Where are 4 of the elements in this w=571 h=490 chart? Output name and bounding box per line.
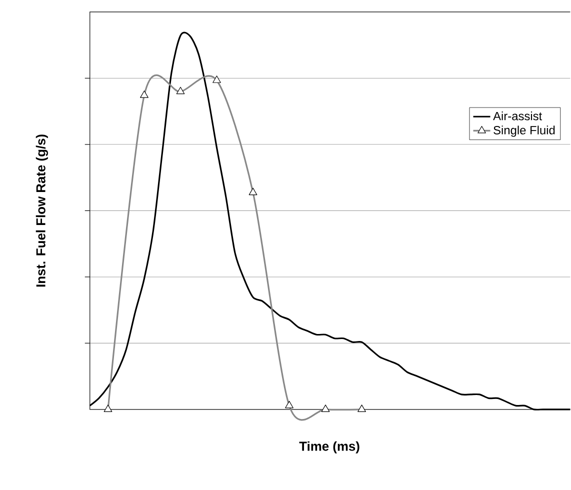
legend-label: Single Fluid — [494, 126, 555, 137]
x-axis-title: Time (ms) — [299, 441, 360, 454]
legend-label: Air-assist — [493, 111, 542, 120]
y-axis-title: Inst. Fuel Flow Rate (g/s) — [36, 134, 48, 286]
